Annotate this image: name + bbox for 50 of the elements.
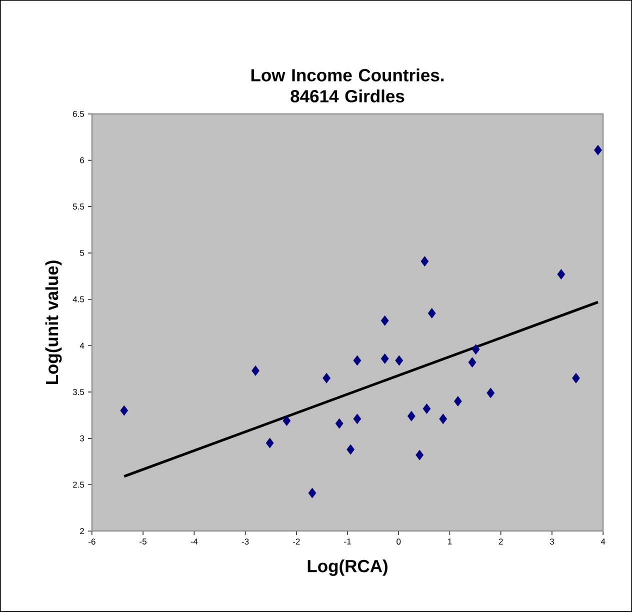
y-tick-label: 3 (80, 435, 84, 442)
point (454, 396, 462, 406)
chart-title: Low Income Countries. 84614 Girdles (251, 68, 444, 102)
x-tick-label: 1 (448, 538, 452, 544)
point (407, 410, 416, 422)
point (594, 144, 602, 156)
point (380, 353, 389, 364)
y-tick-label: 6.5 (73, 110, 84, 117)
x-tick-label: 2 (498, 538, 503, 545)
y-tick-label: 2 (80, 528, 84, 534)
point (335, 418, 344, 429)
point (120, 405, 128, 416)
point (266, 438, 274, 448)
x-tick-label: 4 (600, 538, 606, 544)
point (282, 416, 291, 426)
x-tick-label: 0 (396, 538, 401, 545)
point (428, 308, 436, 318)
point (420, 256, 429, 267)
y-tick-label: 4 (80, 342, 84, 349)
x-tick-label: -2 (292, 538, 300, 545)
point (472, 344, 480, 355)
point (422, 404, 431, 414)
x-tick-label: -5 (140, 538, 146, 545)
point (468, 357, 476, 368)
x-axis-title: Log(RCA) (308, 559, 388, 576)
point (346, 444, 355, 455)
point (557, 269, 566, 280)
y-tick-label: 5 (80, 250, 84, 256)
x-tick-label: 3 (550, 538, 554, 545)
point (353, 355, 362, 366)
y-tick-label: 6 (80, 157, 84, 164)
point (252, 365, 260, 376)
y-tick-label: 2.5 (73, 482, 84, 488)
x-tick-label: -3 (242, 538, 249, 545)
point (439, 414, 448, 424)
x-tick-label: -1 (344, 538, 351, 544)
point (308, 488, 316, 498)
x-tick-label: -4 (190, 538, 198, 544)
point (416, 450, 424, 460)
y-tick-label: 5.5 (72, 204, 84, 210)
y-tick-label: 4.5 (72, 296, 84, 302)
point (322, 372, 331, 384)
point (572, 372, 580, 384)
point (353, 414, 362, 424)
point (395, 355, 404, 366)
x-tick-label: -6 (88, 538, 96, 545)
y-tick-label: 3.5 (72, 389, 84, 396)
point (380, 315, 389, 326)
y-axis-title: Log(unit value) (45, 260, 62, 384)
point (486, 388, 495, 398)
